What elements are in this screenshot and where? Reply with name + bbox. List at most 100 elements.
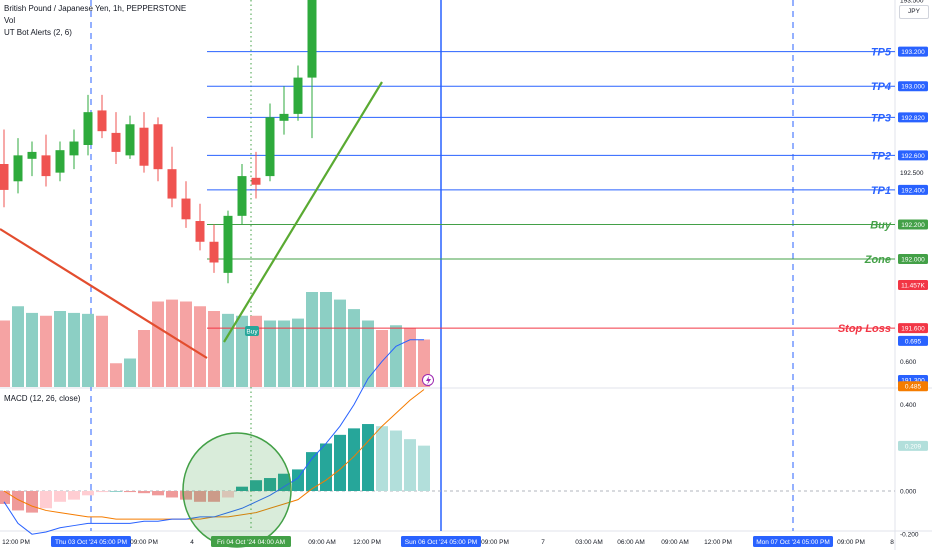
volume-bar bbox=[320, 292, 332, 387]
price-tag-label: 11.457K bbox=[901, 282, 925, 289]
candle-body bbox=[125, 124, 135, 156]
macd-histogram-bar bbox=[264, 478, 276, 491]
macd-histogram-bar bbox=[40, 491, 52, 509]
trend-line-down bbox=[0, 228, 208, 359]
macd-tag-box bbox=[898, 335, 928, 346]
time-axis-tick: 09:00 PM bbox=[837, 539, 865, 546]
price-tag-label: 192.200 bbox=[901, 222, 925, 229]
macd-histogram-bar bbox=[12, 491, 24, 511]
macd-histogram-bar bbox=[236, 486, 248, 491]
time-axis-tick: 12:00 PM bbox=[704, 539, 732, 546]
macd-histogram-bar bbox=[404, 439, 416, 491]
buy-signal-label: Buy bbox=[246, 329, 258, 336]
time-axis-tag bbox=[51, 536, 131, 547]
macd-histogram-bar bbox=[96, 491, 108, 493]
time-axis-tick: 12:00 PM bbox=[2, 539, 30, 546]
price-axis-tick: 192.500 bbox=[900, 170, 924, 177]
macd-histogram-bar bbox=[68, 491, 80, 500]
macd-histogram-bar bbox=[152, 491, 164, 496]
time-axis-tick: 06:00 AM bbox=[617, 539, 644, 546]
candle-body bbox=[0, 164, 9, 190]
time-axis-tag-label: Mon 07 Oct '24 05:00 PM bbox=[756, 539, 830, 546]
trend-line-up bbox=[223, 81, 383, 343]
time-axis-tick: 03:00 AM bbox=[575, 539, 602, 546]
macd-axis-tick: 0.000 bbox=[900, 489, 917, 496]
macd-histogram-bar bbox=[334, 434, 346, 491]
time-axis-tick: 7 bbox=[541, 539, 545, 546]
volume-legend[interactable]: Vol bbox=[4, 16, 16, 25]
level-label-tp5: TP5 bbox=[871, 47, 892, 59]
time-axis-tick: 09:00 PM bbox=[481, 539, 509, 546]
macd-histogram-bar bbox=[278, 473, 290, 491]
volume-bar bbox=[264, 320, 276, 387]
candle-body bbox=[13, 155, 23, 182]
macd-tag-box bbox=[898, 381, 928, 392]
candle-body bbox=[279, 113, 289, 121]
macd-histogram-bar bbox=[82, 491, 94, 496]
macd-histogram-bar bbox=[222, 491, 234, 498]
macd-cross-highlight bbox=[182, 432, 292, 548]
time-axis-tag bbox=[211, 536, 291, 547]
candle-body bbox=[153, 124, 163, 170]
price-tag-label: 193.000 bbox=[901, 84, 925, 91]
volume-bar bbox=[278, 320, 290, 387]
volume-bar bbox=[152, 301, 164, 387]
candle-body bbox=[167, 169, 177, 199]
price-tag-label: 192.600 bbox=[901, 153, 925, 160]
price-tag-label: 191.300 bbox=[901, 378, 925, 385]
candle-body bbox=[83, 112, 93, 145]
time-axis-tick: 12:00 PM bbox=[353, 539, 381, 546]
time-axis-tick: 09:00 AM bbox=[308, 539, 335, 546]
alert-lightning-icon-glyph bbox=[426, 376, 431, 385]
volume-bar bbox=[348, 309, 360, 387]
volume-bar bbox=[362, 320, 374, 387]
macd-histogram-bar bbox=[194, 491, 206, 502]
time-axis-tick: 8 bbox=[890, 539, 894, 546]
candle-body bbox=[307, 0, 317, 78]
price-tag-label: 192.000 bbox=[901, 257, 925, 264]
macd-histogram-bar bbox=[110, 491, 122, 492]
macd-histogram-bar bbox=[418, 445, 430, 491]
level-label-tp2: TP2 bbox=[871, 150, 891, 162]
macd-histogram-bar bbox=[306, 452, 318, 491]
ut-bot-legend[interactable]: UT Bot Alerts (2, 6) bbox=[4, 28, 72, 37]
price-tag-box bbox=[898, 254, 928, 265]
macd-histogram-bar bbox=[250, 480, 262, 491]
volume-bar bbox=[68, 312, 80, 387]
volume-bar bbox=[138, 330, 150, 387]
volume-bar bbox=[222, 313, 234, 387]
volume-bar bbox=[334, 299, 346, 387]
volume-bar bbox=[110, 363, 122, 387]
level-label-zone: Zone bbox=[864, 254, 891, 266]
macd-axis-tick: 0.600 bbox=[900, 359, 917, 366]
time-axis-tag-label: Sun 06 Oct '24 05:00 PM bbox=[405, 539, 477, 546]
price-tag-label: 193.200 bbox=[901, 49, 925, 56]
currency-button[interactable]: JPY bbox=[899, 5, 929, 19]
volume-bar bbox=[390, 325, 402, 387]
volume-bar bbox=[194, 306, 206, 387]
candle-body bbox=[251, 177, 261, 185]
macd-tag-box bbox=[898, 440, 928, 451]
price-tag-box bbox=[898, 112, 928, 123]
macd-tag-label: 0.209 bbox=[905, 443, 922, 450]
symbol-title[interactable]: British Pound / Japanese Yen, 1h, PEPPER… bbox=[4, 4, 187, 13]
macd-legend[interactable]: MACD (12, 26, close) bbox=[4, 394, 81, 403]
volume-bar bbox=[306, 292, 318, 387]
macd-tag-label: 0.485 bbox=[905, 384, 922, 391]
volume-bar bbox=[54, 311, 66, 387]
time-axis-tag-label: Fri 04 Oct '24 04:00 AM bbox=[217, 539, 285, 546]
macd-histogram-bar bbox=[362, 424, 374, 491]
time-axis-tag-label: Thu 03 Oct '24 05:00 PM bbox=[55, 539, 127, 546]
volume-bar bbox=[12, 306, 24, 387]
volume-bar bbox=[208, 311, 220, 387]
candle-body bbox=[55, 150, 65, 173]
volume-bar bbox=[82, 313, 94, 387]
price-tag-box bbox=[898, 323, 928, 334]
volume-bar bbox=[26, 312, 38, 387]
volume-bar bbox=[376, 330, 388, 387]
volume-bar bbox=[292, 318, 304, 387]
volume-bar bbox=[0, 320, 10, 387]
price-tag-box bbox=[898, 46, 928, 57]
